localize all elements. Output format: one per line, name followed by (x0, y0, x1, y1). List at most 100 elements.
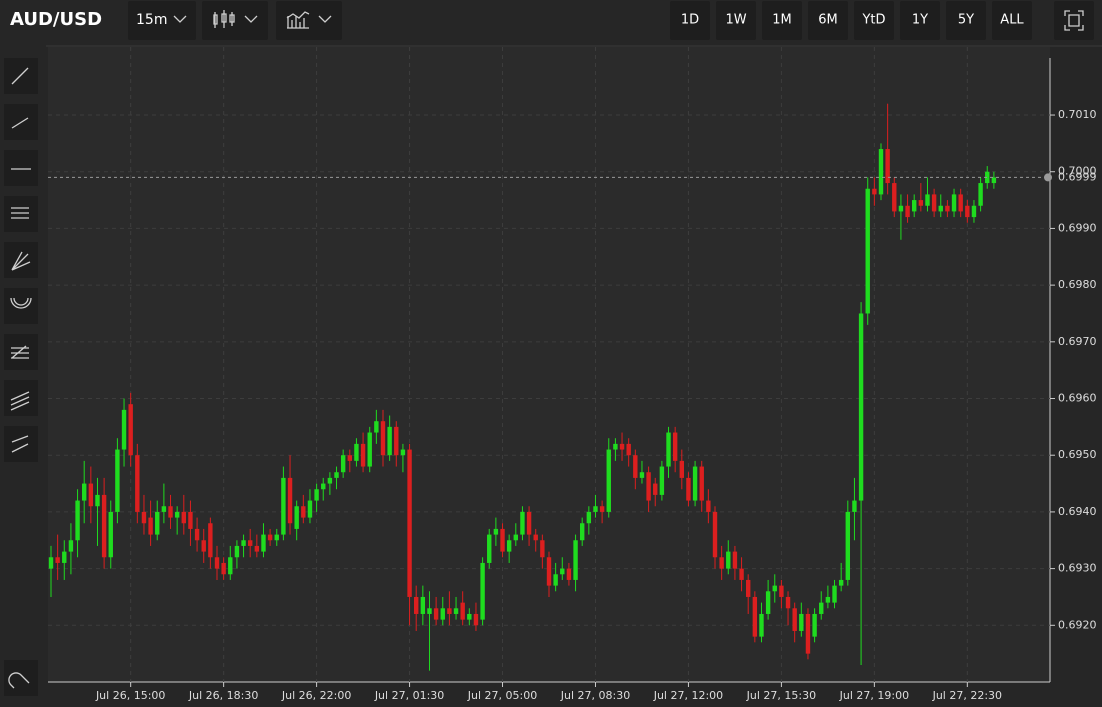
candle-body (101, 494, 107, 558)
candle-body (155, 511, 160, 535)
candle-body (653, 483, 658, 495)
candle-body (135, 455, 140, 512)
tool[interactable] (4, 150, 38, 186)
y-tick-label: 0.7000 (1058, 165, 1097, 178)
tool-icon (10, 391, 30, 411)
candle-body (918, 200, 924, 206)
tool-icon (11, 345, 29, 359)
candle-body (115, 449, 120, 512)
tool[interactable] (4, 380, 38, 416)
candle-body (812, 613, 817, 637)
candle-body (261, 534, 266, 552)
candle-body (241, 540, 246, 546)
y-tick-label: 0.6930 (1058, 562, 1097, 575)
candle-body (752, 596, 758, 637)
candle-body (792, 608, 797, 631)
candle-body (48, 557, 54, 569)
candle-body (480, 562, 485, 620)
tool[interactable] (4, 242, 38, 278)
fullscreen[interactable] (1054, 1, 1094, 40)
candle-body (659, 466, 665, 495)
symbol-title: AUD/USD (10, 9, 102, 30)
tool[interactable] (4, 426, 38, 462)
x-tick-label: Jul 27, 15:30 (746, 689, 816, 702)
candle-body (108, 511, 113, 558)
candle-body (732, 551, 738, 569)
tool[interactable] (4, 196, 38, 232)
x-tick-label: Jul 26, 18:30 (188, 689, 258, 702)
x-tick-label: Jul 27, 08:30 (560, 689, 630, 702)
candle-body (726, 551, 731, 569)
y-tick-label: 0.6960 (1058, 392, 1097, 405)
y-tick-label: 0.6980 (1058, 278, 1097, 291)
range-label: 1D (681, 13, 699, 28)
candle-body (380, 421, 386, 456)
candle-body (686, 477, 691, 501)
candle-body (194, 528, 200, 541)
candle-body (427, 608, 432, 614)
range-button[interactable] (992, 1, 1032, 40)
indicator-select[interactable] (276, 1, 342, 40)
candle-body (254, 545, 260, 552)
candle-body (805, 613, 811, 654)
chevron (244, 15, 258, 23)
tool[interactable] (4, 58, 38, 94)
candle-body (599, 506, 605, 512)
candle-body (931, 194, 937, 212)
candle-body (526, 511, 532, 535)
candle-body (174, 511, 180, 518)
candle-body (520, 511, 525, 535)
candle-body (540, 540, 545, 558)
candle-body (307, 500, 313, 518)
tool[interactable] (4, 334, 38, 370)
candle-body (699, 466, 704, 501)
candle-body (460, 602, 465, 620)
fullscreen-button[interactable] (1054, 1, 1094, 40)
candle-body (672, 432, 678, 461)
candle-body (593, 506, 598, 512)
interval-button[interactable] (128, 1, 196, 40)
candle-body (666, 432, 671, 467)
candle-body (228, 557, 233, 575)
candle-body (546, 557, 552, 586)
candle-body (500, 528, 505, 552)
candle-body (719, 557, 724, 569)
tool-icon (11, 435, 29, 453)
candle-body (580, 523, 585, 541)
candle-body (387, 426, 392, 456)
indicator-button[interactable] (276, 1, 342, 40)
range-button[interactable] (716, 1, 756, 40)
candle-body (433, 608, 439, 620)
candle-body (925, 194, 930, 206)
candle-body (852, 500, 857, 512)
candle-body (971, 205, 977, 218)
chart-type-button[interactable] (202, 1, 268, 40)
candle-body (447, 608, 452, 614)
range-label: 1M (772, 13, 792, 28)
interval-select[interactable]: 15m (128, 1, 196, 40)
last-price-label: 0.6999 (1058, 170, 1097, 183)
range-label: 6M (818, 13, 838, 28)
candle-body (898, 205, 904, 212)
candle-body (354, 443, 359, 461)
tool[interactable] (4, 288, 38, 324)
range-button[interactable] (946, 1, 986, 40)
candle-body (208, 523, 213, 558)
range-button[interactable] (854, 1, 894, 40)
candle-body (613, 443, 618, 450)
indicator-icon (286, 11, 310, 29)
candle-body (965, 205, 970, 218)
candle-body (394, 426, 399, 456)
candle-body (692, 466, 698, 501)
candle-body (141, 511, 147, 524)
candle-body (314, 489, 319, 501)
range-button[interactable] (900, 1, 940, 40)
candle-body (885, 149, 890, 184)
candle-body (414, 596, 419, 614)
range-button[interactable] (808, 1, 848, 40)
range-button[interactable] (670, 1, 710, 40)
candle-body (201, 540, 206, 552)
chart-type-select[interactable] (202, 1, 268, 40)
range-button[interactable] (762, 1, 802, 40)
